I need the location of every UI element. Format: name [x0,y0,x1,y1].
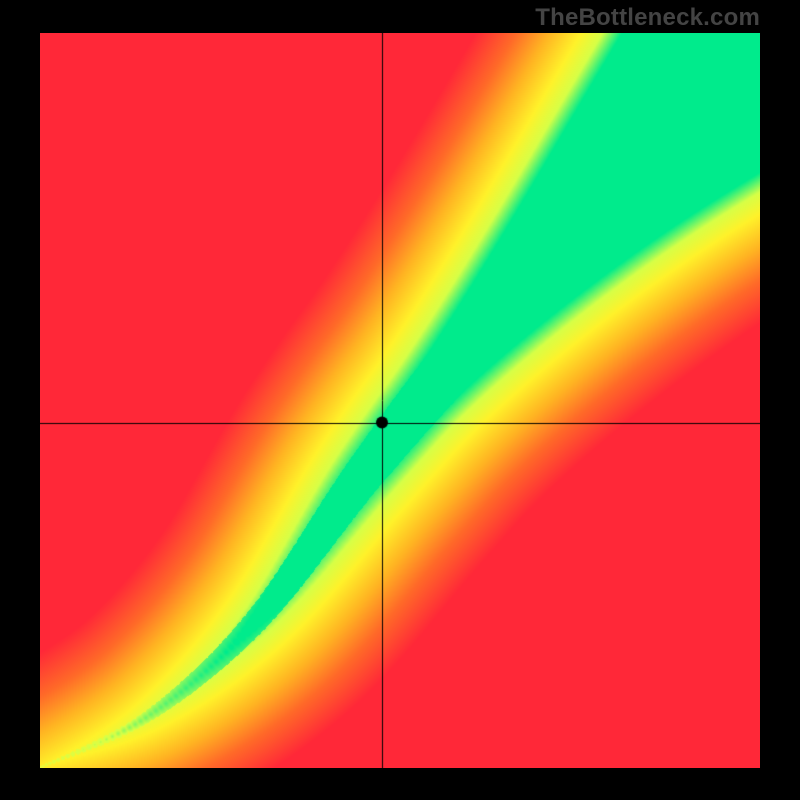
bottleneck-heatmap [40,33,760,768]
watermark-text: TheBottleneck.com [535,4,760,32]
crosshair-overlay [40,33,760,768]
